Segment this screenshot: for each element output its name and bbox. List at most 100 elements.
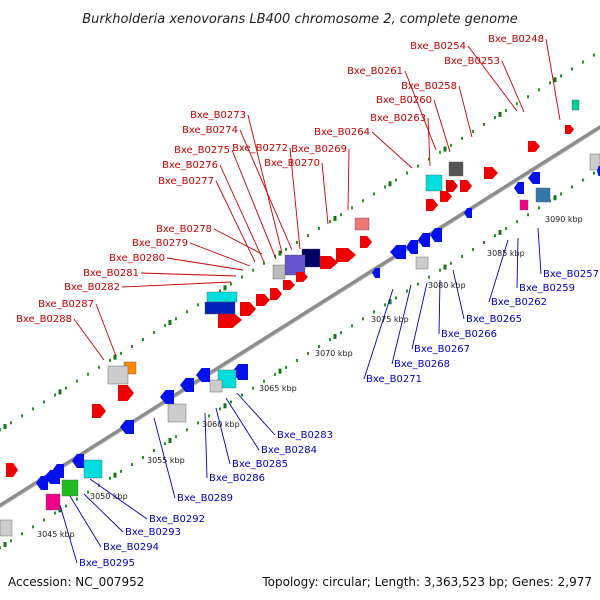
- outer-track-dot: [329, 220, 331, 224]
- forward-gene-arrow: [440, 191, 452, 202]
- outer-track-dot: [186, 310, 188, 314]
- gene-block: [45, 493, 61, 511]
- inner-track-dot: [483, 240, 485, 244]
- forward-leader-line: [166, 257, 244, 271]
- outer-track-tick: [113, 354, 117, 360]
- forward-leader-line: [467, 45, 518, 112]
- reverse-gene-label: Bxe_B0271: [366, 374, 422, 385]
- forward-leader-line: [427, 117, 431, 167]
- forward-leader-line: [73, 318, 105, 361]
- inner-track-dot: [538, 206, 540, 210]
- forward-gene-arrow: [528, 141, 540, 152]
- inner-track-dot: [593, 171, 595, 175]
- reverse-leader-line: [516, 237, 519, 289]
- forward-gene-label: Bxe_B0264: [314, 127, 370, 138]
- outer-track-dot: [373, 192, 375, 196]
- forward-gene-label: Bxe_B0279: [132, 238, 188, 249]
- reverse-gene-label: Bxe_B0262: [491, 297, 547, 308]
- inner-track-dot: [384, 303, 386, 307]
- forward-leader-line: [213, 228, 263, 255]
- scale-kbp-label: 3070 kbp: [315, 349, 353, 358]
- inner-track-dot: [120, 469, 122, 473]
- reverse-gene-arrow: [180, 378, 194, 392]
- inner-track-dot: [527, 213, 529, 217]
- reverse-leader-line: [225, 397, 260, 451]
- reverse-gene-arrow: [528, 172, 540, 184]
- outer-track-tick: [223, 285, 227, 291]
- forward-gene-arrow: [240, 302, 256, 316]
- reverse-leader-line: [236, 392, 276, 436]
- forward-gene-arrow: [446, 180, 458, 192]
- inner-track-dot: [153, 449, 155, 453]
- outer-track-tick: [278, 250, 282, 256]
- outer-track-dot: [472, 129, 474, 133]
- forward-gene-arrow: [6, 463, 18, 477]
- inner-track-tick: [498, 229, 502, 235]
- outer-track-dot: [21, 414, 23, 418]
- inner-track-dot: [142, 456, 144, 460]
- forward-gene-arrow: [283, 280, 295, 290]
- reverse-leader-line: [83, 493, 124, 533]
- forward-gene-label: Bxe_B0281: [83, 268, 139, 279]
- outer-track-dot: [230, 282, 232, 286]
- forward-gene-arrow: [296, 272, 308, 282]
- inner-track-dot: [318, 345, 320, 349]
- reverse-leader-line: [411, 282, 428, 350]
- forward-leader-line: [247, 114, 283, 254]
- reverse-gene-label: Bxe_B0292: [149, 514, 205, 525]
- forward-gene-label: Bxe_B0254: [410, 41, 466, 52]
- inner-track-dot: [417, 282, 419, 286]
- reverse-leader-line: [537, 227, 542, 275]
- outer-track-dot: [32, 407, 34, 411]
- gc-dot-tracks: [0, 53, 595, 550]
- outer-track-dot: [76, 379, 78, 383]
- outer-track-dot: [527, 95, 529, 99]
- outer-track-dot: [87, 372, 89, 376]
- outer-track-dot: [285, 247, 287, 251]
- inner-track-dot: [263, 379, 265, 383]
- forward-gene-label: Bxe_B0288: [16, 314, 72, 325]
- forward-leader-line: [433, 99, 451, 153]
- outer-track-dot: [307, 233, 309, 237]
- inner-track-dot: [395, 296, 397, 300]
- forward-gene-arrow: [484, 167, 498, 179]
- outer-track-dot: [164, 324, 166, 328]
- inner-track-dot: [10, 539, 12, 543]
- scale-labels: 3045 kbp 3050 kbp 3055 kbp 3060 kbp 3065 kbp…: [37, 215, 583, 539]
- forward-gene-arrow: [118, 385, 134, 401]
- outer-track-dot: [197, 303, 199, 307]
- reverse-leader-line: [488, 239, 509, 303]
- inner-track-dot: [241, 393, 243, 397]
- inner-track-dot: [32, 525, 34, 529]
- forward-gene-arrow: [565, 125, 574, 134]
- gene-block: [0, 519, 13, 537]
- gene-feature-blocks: [0, 99, 600, 537]
- inner-track-dot: [560, 192, 562, 196]
- outer-track-dot: [219, 289, 221, 293]
- genome-summary-text: Topology: circular; Length: 3,363,523 bp…: [261, 575, 592, 589]
- outer-track-dot: [340, 213, 342, 217]
- forward-leader-line: [545, 38, 561, 121]
- inner-track-dot: [164, 442, 166, 446]
- inner-track-dot: [76, 497, 78, 501]
- gene-block: [415, 256, 429, 270]
- scale-kbp-label: 3050 kbp: [90, 492, 128, 501]
- inner-track-dot: [450, 261, 452, 265]
- reverse-leader-line: [452, 269, 465, 320]
- forward-gene-arrow: [336, 248, 356, 262]
- outer-track-dot: [131, 344, 133, 348]
- gene-block: [204, 301, 236, 315]
- forward-leader-line: [289, 147, 301, 250]
- inner-track-dot: [54, 511, 56, 515]
- forward-leader-line: [501, 60, 525, 113]
- outer-track-dot: [549, 81, 551, 85]
- forward-leader-line: [215, 180, 256, 263]
- outer-track-tick: [553, 77, 557, 83]
- scale-kbp-label: 3065 kbp: [259, 384, 297, 393]
- outer-track-tick: [168, 319, 172, 325]
- inner-track-tick: [553, 195, 557, 201]
- inner-track-dot: [43, 518, 45, 522]
- chromosome-backbone: [0, 124, 600, 509]
- forward-gene-arrow: [92, 404, 106, 418]
